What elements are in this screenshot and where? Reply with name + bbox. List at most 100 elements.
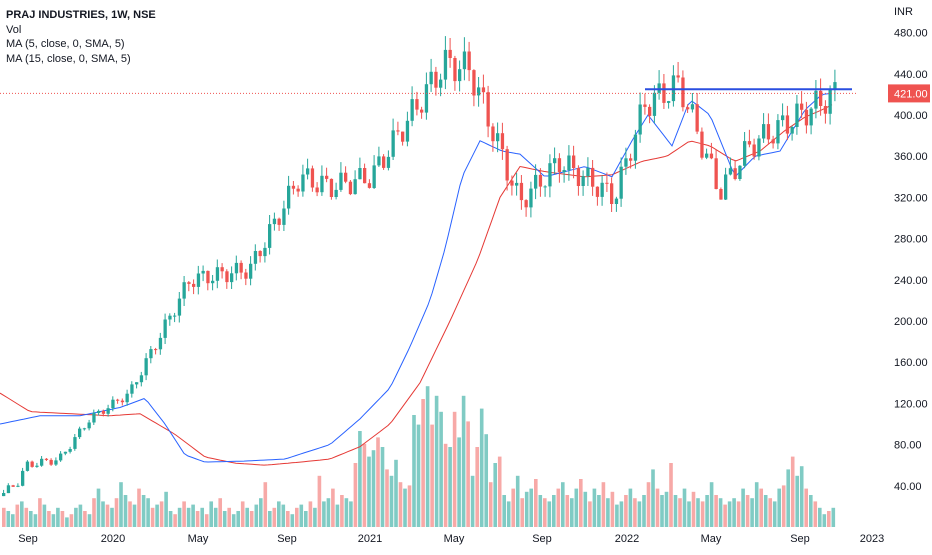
candle [486,85,490,138]
candle [16,483,20,488]
y-tick-label: 160.00 [894,357,928,369]
candle [158,332,163,355]
volume-bar [813,501,818,527]
candle [738,165,742,181]
y-axis[interactable]: INR 40.00 80.00 120.00 160.00 200.00 240.00 280… [888,6,930,493]
candle [519,175,524,210]
x-tick-label: 2020 [101,533,125,545]
volume-bar [579,479,583,527]
volume-bar [263,482,268,527]
candle [130,381,134,398]
volume-bar [543,498,547,527]
volume-bar [290,514,295,527]
volume-bar [340,495,344,527]
volume-bar [186,507,191,527]
candle [553,147,557,175]
volume-bar [434,395,439,527]
volume-bar [272,507,277,527]
volume-bar [678,498,682,527]
candle [40,456,44,467]
volume-bar [633,498,637,527]
volume-bar [15,504,20,527]
x-tick-label: Sep [277,533,297,545]
candle [201,265,205,282]
candle [2,489,6,497]
candle [543,185,547,197]
volume-bars [2,386,836,527]
candle [776,114,780,150]
candle [68,446,72,454]
x-tick-label: May [188,533,209,545]
candle [220,263,224,279]
volume-bar [213,507,218,527]
volume-bar [331,488,335,527]
volume-bar [470,475,475,527]
candle [253,244,258,271]
candle [795,95,799,135]
legend-ma5[interactable]: MA (5, close, 0, SMA, 5) [6,38,125,50]
volume-bar [222,511,227,527]
x-axis[interactable]: Sep 2020 May Sep 2021 May Sep 2022 May Sep 2023 [18,533,884,545]
candle [353,170,357,195]
y-tick-label: 400.00 [894,110,928,122]
candle [714,149,718,190]
candle [743,132,747,169]
candle [633,129,638,169]
volume-bar [452,411,457,527]
volume-bar [268,511,272,527]
volume-bar [804,488,809,527]
volume-bar [831,507,836,527]
candle [671,65,676,107]
volume-bar [493,463,498,527]
y-tick-label: 40.00 [894,481,922,493]
chart-title[interactable]: PRAJ INDUSTRIES, 1W, NSE [6,9,156,21]
candle [453,55,457,91]
volume-bar [777,488,782,527]
volume-bar [277,501,281,527]
candle [396,121,400,136]
volume-bar [673,495,678,527]
candle [315,182,319,197]
candle [277,217,281,231]
legend-ma15[interactable]: MA (15, close, 0, SMA, 5) [6,52,131,65]
volume-bar [385,469,389,527]
volume-bar [682,488,687,527]
candle [25,460,30,472]
candle [676,62,680,83]
candle [728,157,733,176]
candle [73,434,77,451]
candle [781,103,785,127]
candle [101,409,106,417]
candle [643,93,647,115]
volume-bar [443,443,448,527]
candle [82,427,87,431]
candle [434,66,438,96]
volume-bar [646,482,651,527]
candle [819,78,823,116]
candle [705,148,709,160]
candle [301,164,305,197]
volume-bar [588,501,592,527]
candle [144,353,148,381]
volume-bar [204,514,209,527]
volume-bar [799,466,804,527]
y-tick-label: 80.00 [894,440,922,452]
legend-vol[interactable]: Vol [6,23,22,36]
candle [529,181,533,218]
candle [206,270,210,291]
volume-bar [818,507,822,527]
candle [662,74,666,109]
candle [244,268,248,286]
candle [92,409,96,425]
volume-bar [565,495,570,527]
volume-bar [83,511,87,527]
volume-bar [47,511,51,527]
candle [410,86,414,127]
candle [415,91,419,116]
volume-bar [700,501,705,527]
candle [667,100,671,109]
candle [766,113,771,145]
candle [496,122,500,153]
